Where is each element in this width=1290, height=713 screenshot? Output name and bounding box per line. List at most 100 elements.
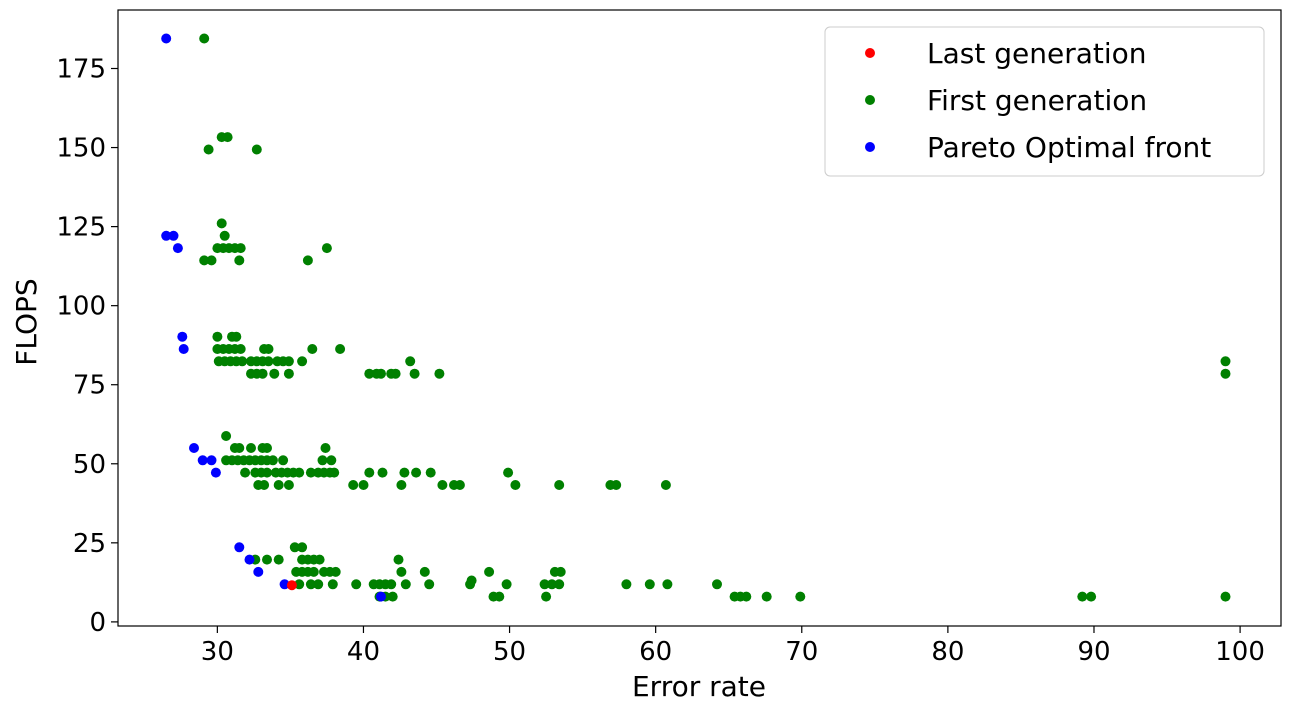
point-pareto-optimal-front <box>178 344 189 354</box>
point-first-generation <box>425 467 436 478</box>
point-first-generation <box>267 455 278 466</box>
point-first-generation <box>273 480 284 490</box>
point-pareto-optimal-front <box>189 443 199 453</box>
point-first-generation <box>206 255 217 266</box>
point-first-generation <box>302 255 313 266</box>
point-pareto-optimal-front <box>210 467 221 478</box>
x-tick-label: 60 <box>639 637 672 667</box>
point-first-generation <box>222 132 233 143</box>
point-first-generation <box>539 579 550 590</box>
x-axis: 30 40 50 60 70 80 90 100 <box>201 626 1265 667</box>
point-first-generation <box>262 554 272 565</box>
point-first-generation <box>321 243 332 254</box>
point-first-generation <box>494 591 505 602</box>
point-first-generation <box>364 467 375 478</box>
point-first-generation <box>305 467 316 478</box>
point-first-generation <box>289 542 300 553</box>
point-first-generation <box>1220 356 1231 367</box>
point-first-generation <box>294 579 305 590</box>
point-first-generation <box>510 480 521 490</box>
x-axis-label: Error rate <box>632 670 766 703</box>
point-first-generation <box>297 356 308 367</box>
point-first-generation <box>1077 591 1088 602</box>
point-first-generation <box>262 443 272 453</box>
point-first-generation <box>405 356 416 367</box>
point-first-generation <box>400 579 411 590</box>
point-first-generation <box>314 554 325 565</box>
point-first-generation <box>554 579 565 590</box>
point-first-generation <box>390 368 401 379</box>
point-first-generation <box>330 566 341 577</box>
point-first-generation <box>662 579 673 590</box>
legend-marker-last-generation <box>865 48 875 58</box>
y-tick-label: 0 <box>89 608 106 638</box>
point-first-generation <box>235 344 246 354</box>
legend-marker-pareto-optimal-front <box>865 142 875 152</box>
point-first-generation <box>240 467 251 478</box>
point-first-generation <box>376 368 386 379</box>
point-first-generation <box>364 368 375 379</box>
point-first-generation <box>660 480 671 490</box>
point-first-generation <box>409 368 420 379</box>
x-tick-label: 40 <box>347 637 380 667</box>
point-pareto-optimal-front <box>234 542 245 553</box>
point-pareto-optimal-front <box>279 579 290 590</box>
x-tick-label: 70 <box>785 637 818 667</box>
legend-label-pareto-optimal-front: Pareto Optimal front <box>927 131 1211 164</box>
point-first-generation <box>348 480 359 490</box>
point-first-generation <box>259 480 270 490</box>
point-first-generation <box>437 480 448 490</box>
point-first-generation <box>761 591 772 602</box>
point-pareto-optimal-front <box>253 566 264 577</box>
point-first-generation <box>396 480 407 490</box>
x-tick-label: 90 <box>1077 637 1110 667</box>
point-first-generation <box>795 591 806 602</box>
point-first-generation <box>484 566 495 577</box>
x-tick-label: 30 <box>201 637 234 667</box>
point-first-generation <box>221 431 232 441</box>
point-first-generation <box>546 579 557 590</box>
point-first-generation <box>199 33 210 44</box>
point-first-generation <box>387 591 398 602</box>
point-first-generation <box>234 255 245 266</box>
y-tick-label: 100 <box>56 292 106 322</box>
points-layer <box>161 33 1231 602</box>
point-first-generation <box>313 579 324 590</box>
legend-marker-first-generation <box>865 95 875 105</box>
y-tick-label: 175 <box>56 55 106 85</box>
point-first-generation <box>263 356 274 367</box>
point-first-generation <box>335 344 346 354</box>
point-first-generation <box>294 467 305 478</box>
point-first-generation <box>503 467 514 478</box>
point-first-generation <box>358 480 369 490</box>
x-tick-label: 100 <box>1215 637 1265 667</box>
point-pareto-optimal-front <box>376 591 386 602</box>
point-first-generation <box>297 542 308 553</box>
point-pareto-optimal-front <box>244 554 255 565</box>
point-first-generation <box>554 480 565 490</box>
y-axis: 0 25 50 75 100 125 150 175 <box>56 55 118 638</box>
legend-box <box>824 26 1265 177</box>
point-first-generation <box>466 575 477 586</box>
point-first-generation <box>262 467 272 478</box>
point-first-generation <box>235 243 246 254</box>
point-first-generation <box>273 554 284 565</box>
point-first-generation <box>393 554 404 565</box>
point-first-generation <box>317 455 328 466</box>
y-tick-label: 150 <box>56 134 106 164</box>
point-first-generation <box>283 368 294 379</box>
point-first-generation <box>329 467 340 478</box>
point-first-generation <box>251 144 262 155</box>
point-first-generation <box>434 368 445 379</box>
point-first-generation <box>424 579 435 590</box>
point-first-generation <box>231 331 242 342</box>
point-pareto-optimal-front <box>161 230 172 241</box>
point-first-generation <box>216 218 227 229</box>
point-first-generation <box>555 566 566 577</box>
point-first-generation <box>326 455 337 466</box>
point-first-generation <box>219 230 230 241</box>
point-first-generation <box>269 368 280 379</box>
point-first-generation <box>246 443 256 453</box>
point-pareto-optimal-front <box>168 230 179 241</box>
point-first-generation <box>320 443 331 453</box>
